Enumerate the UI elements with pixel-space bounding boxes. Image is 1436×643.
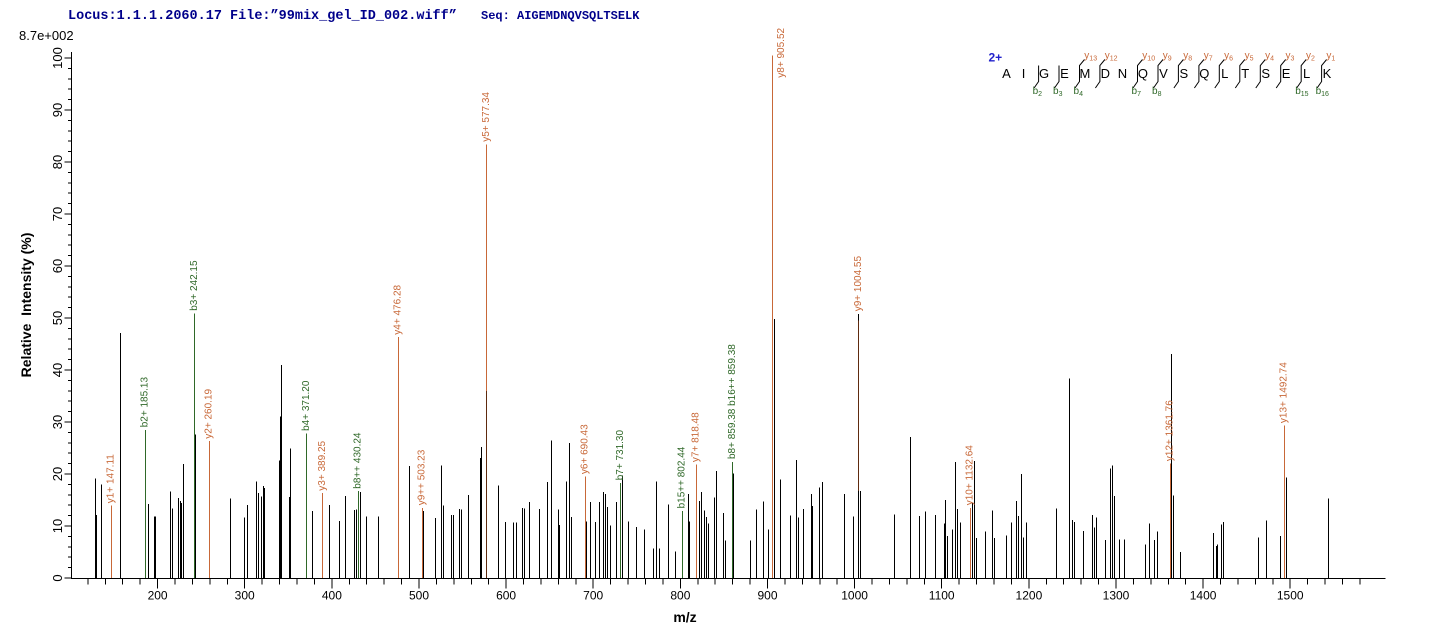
svg-text:y2: y2 (1306, 51, 1315, 63)
svg-text:y7+ 818.48: y7+ 818.48 (691, 412, 702, 462)
svg-text:1400: 1400 (1190, 589, 1217, 603)
svg-text:y4+ 476.28: y4+ 476.28 (393, 284, 404, 334)
svg-text:700: 700 (583, 589, 603, 603)
svg-text:y7: y7 (1204, 51, 1213, 63)
svg-text:300: 300 (235, 589, 255, 603)
svg-text:b2+ 185.13: b2+ 185.13 (139, 377, 150, 428)
svg-text:600: 600 (496, 589, 516, 603)
svg-text:b8: b8 (1152, 86, 1162, 98)
svg-text:b2: b2 (1033, 86, 1043, 98)
svg-text:900: 900 (757, 589, 777, 603)
svg-text:m/z: m/z (673, 609, 696, 625)
svg-text:y5+ 577.34: y5+ 577.34 (481, 92, 492, 142)
svg-text:b7+ 731.30: b7+ 731.30 (615, 430, 626, 481)
svg-text:b7: b7 (1132, 86, 1142, 98)
svg-text:1100: 1100 (929, 589, 955, 603)
svg-text:b8+ 859.38 b16++ 859.38: b8+ 859.38 b16++ 859.38 (727, 344, 738, 459)
svg-text:0: 0 (50, 574, 65, 581)
svg-text:y5: y5 (1245, 51, 1254, 63)
svg-text:y1: y1 (1326, 51, 1335, 63)
svg-text:200: 200 (148, 589, 168, 603)
svg-text:b4: b4 (1074, 86, 1084, 98)
svg-text:500: 500 (409, 589, 429, 603)
svg-text:90: 90 (50, 103, 65, 117)
svg-text:Locus:1.1.1.2060.17 File:”99mi: Locus:1.1.1.2060.17 File:”99mix_gel_ID_0… (68, 9, 457, 24)
svg-text:1300: 1300 (1103, 589, 1130, 603)
svg-text:y9+ 1004.55: y9+ 1004.55 (853, 256, 864, 312)
svg-text:y3+ 389.25: y3+ 389.25 (317, 440, 328, 490)
svg-text:b15++ 802.44: b15++ 802.44 (676, 446, 687, 508)
svg-text:D: D (1101, 66, 1110, 81)
svg-text:400: 400 (322, 589, 342, 603)
svg-text:M: M (1079, 66, 1090, 81)
svg-text:100: 100 (50, 47, 65, 69)
svg-text:N: N (1118, 66, 1127, 81)
svg-text:y12+ 1361.76: y12+ 1361.76 (1164, 400, 1175, 461)
svg-text:Q: Q (1138, 66, 1148, 81)
svg-text:Q: Q (1199, 66, 1209, 81)
svg-text:y9: y9 (1163, 51, 1172, 63)
svg-text:y10+ 1132.64: y10+ 1132.64 (965, 445, 976, 506)
svg-text:50: 50 (50, 311, 65, 325)
svg-text:y6: y6 (1224, 51, 1233, 63)
svg-text:A: A (1002, 66, 1011, 81)
svg-text:b4+ 371.20: b4+ 371.20 (301, 380, 312, 431)
svg-text:1000: 1000 (841, 589, 868, 603)
svg-text:70: 70 (50, 207, 65, 221)
svg-text:L: L (1221, 66, 1228, 81)
svg-text:y1+ 147.11: y1+ 147.11 (106, 454, 117, 503)
svg-text:b3+ 242.15: b3+ 242.15 (189, 260, 200, 311)
svg-text:y2+ 260.19: y2+ 260.19 (204, 388, 215, 438)
svg-text:E: E (1282, 66, 1291, 81)
svg-text:y6+ 690.43: y6+ 690.43 (579, 424, 590, 474)
svg-text:2+: 2+ (989, 50, 1003, 64)
svg-text:S: S (1261, 66, 1270, 81)
svg-text:60: 60 (50, 259, 65, 273)
svg-text:L: L (1303, 66, 1310, 81)
svg-text:40: 40 (50, 363, 65, 377)
svg-text:S: S (1179, 66, 1188, 81)
svg-text:I: I (1022, 66, 1026, 81)
svg-text:K: K (1323, 66, 1332, 81)
svg-text:10: 10 (50, 519, 65, 533)
svg-text:8.7e+002: 8.7e+002 (19, 28, 74, 43)
svg-text:y8: y8 (1183, 51, 1192, 63)
svg-text:y4: y4 (1265, 51, 1274, 63)
svg-text:800: 800 (670, 589, 690, 603)
svg-text:b3: b3 (1053, 86, 1063, 98)
svg-text:b8++ 430.24: b8++ 430.24 (353, 432, 364, 489)
svg-text:1200: 1200 (1016, 589, 1043, 603)
svg-text:Seq: AIGEMDNQVSQLTSELK: Seq: AIGEMDNQVSQLTSELK (481, 9, 640, 23)
svg-text:y8+ 905.52: y8+ 905.52 (776, 27, 787, 77)
svg-text:V: V (1159, 66, 1168, 81)
svg-text:E: E (1060, 66, 1069, 81)
svg-text:G: G (1039, 66, 1049, 81)
svg-text:y13+ 1492.74: y13+ 1492.74 (1278, 362, 1289, 423)
svg-text:T: T (1241, 66, 1249, 81)
svg-text:30: 30 (50, 415, 65, 429)
svg-text:80: 80 (50, 155, 65, 169)
svg-text:20: 20 (50, 467, 65, 481)
svg-text:1500: 1500 (1277, 589, 1304, 603)
svg-text:y9++ 503.23: y9++ 503.23 (416, 449, 427, 505)
svg-text:Relative Intensity (%): Relative Intensity (%) (18, 233, 34, 378)
svg-text:y3: y3 (1286, 51, 1295, 63)
